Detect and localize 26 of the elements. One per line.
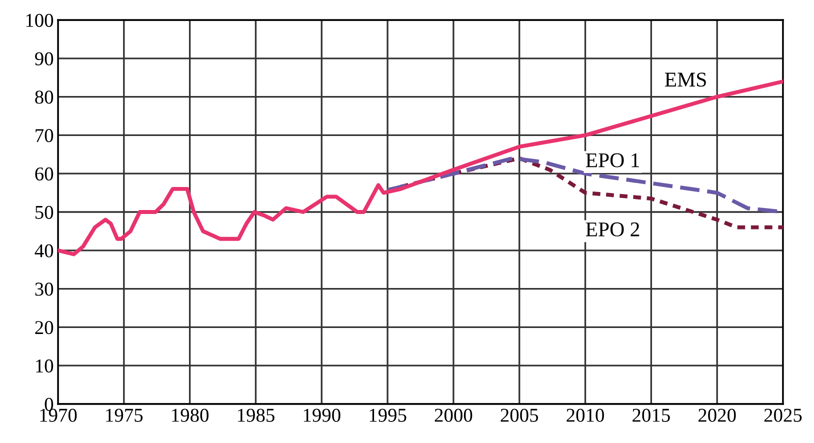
y-tick-label: 70 xyxy=(36,129,54,142)
x-tick-label: 2005 xyxy=(500,408,538,422)
y-tick-label: 60 xyxy=(35,167,54,181)
y-tick-label: 20 xyxy=(35,321,54,334)
x-tick-label: 2010 xyxy=(566,408,604,422)
x-tick-label: 1985 xyxy=(238,408,274,422)
y-tick-label: 0 xyxy=(44,398,54,411)
series-label: EPO 2 xyxy=(586,222,640,236)
x-tick-label: 2000 xyxy=(434,408,472,422)
x-tick-label: 2020 xyxy=(698,408,736,422)
x-tick-label: 1995 xyxy=(370,408,406,422)
x-tick-label: 1970 xyxy=(40,408,77,422)
series-label: EMS xyxy=(664,72,706,87)
y-tick-label: 10 xyxy=(36,359,54,373)
y-tick-label: 30 xyxy=(35,282,54,296)
x-tick-label: 1990 xyxy=(304,408,340,422)
x-tick-label: 1980 xyxy=(172,408,209,422)
y-tick-label: 90 xyxy=(35,52,54,66)
y-tick-label: 50 xyxy=(36,206,54,219)
x-tick-label: 2015 xyxy=(632,408,670,422)
y-tick-label: 40 xyxy=(34,244,54,258)
series-label: EPO 1 xyxy=(586,153,640,168)
y-tick-label: 80 xyxy=(35,90,54,104)
y-tick-label: 100 xyxy=(26,14,54,27)
x-tick-label: 1975 xyxy=(106,408,143,422)
x-tick-label: 2025 xyxy=(764,408,802,422)
